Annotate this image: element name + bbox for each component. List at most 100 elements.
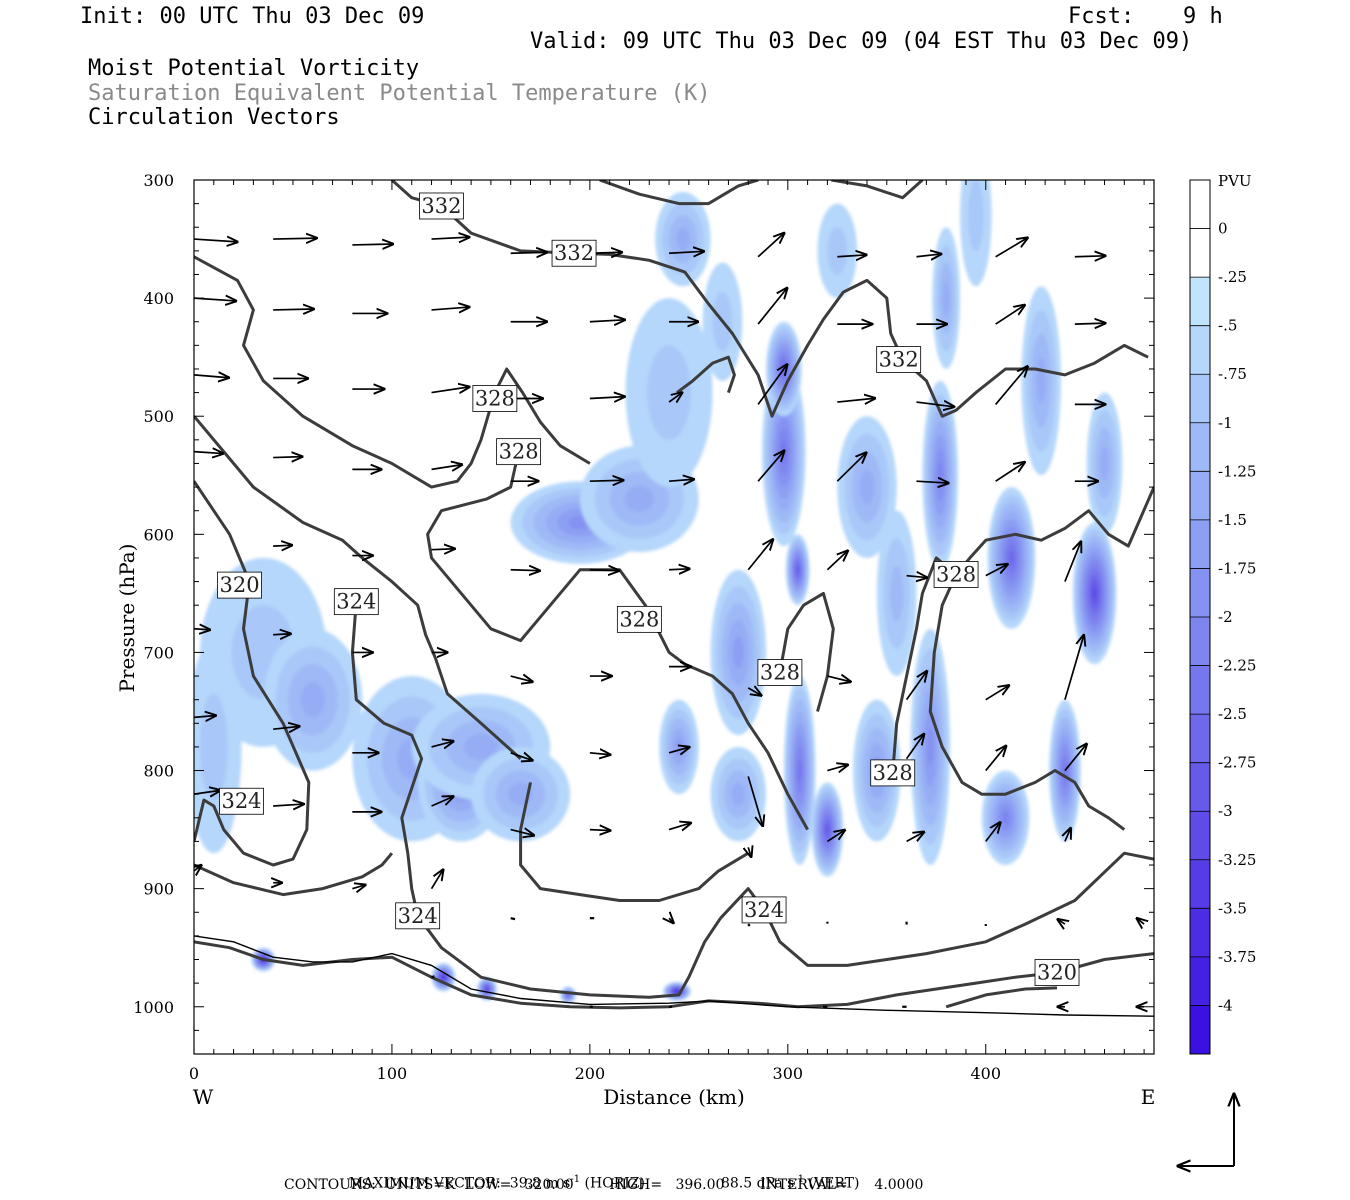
x-tick-label: 100: [377, 1064, 408, 1083]
pv-anomaly: [659, 699, 699, 795]
theta-es-contour-328: [194, 255, 591, 489]
pv-level-band: [825, 824, 830, 835]
pv-level-band: [797, 758, 802, 783]
circulation-vector: [757, 288, 787, 325]
circulation-vector: [589, 320, 625, 322]
circulation-vector: [352, 244, 393, 245]
max-vert-exp: -1: [794, 1174, 805, 1185]
contour-label: 328: [870, 759, 916, 787]
colorbar-segment: [1190, 568, 1210, 618]
colorbar-segment: [1190, 422, 1210, 472]
pv-level-band: [1008, 550, 1015, 566]
colorbar-segment: [1190, 811, 1210, 861]
circulation-vector: [589, 397, 625, 399]
y-tick-label: 600: [143, 525, 174, 544]
circulation-vector: [1065, 828, 1071, 842]
theta-es-contour-332: [599, 180, 759, 206]
x-tick-label: 400: [970, 1064, 1001, 1083]
contour-label-box: [757, 659, 803, 686]
contour-label: 328: [472, 385, 518, 412]
colorbar-segment: [1190, 617, 1210, 667]
circulation-vector: [273, 726, 299, 729]
y-tick-label: 400: [143, 289, 174, 308]
contour-labels: 332 332 332 328 328 328 328 328 328 320 324 324 324 3…: [217, 192, 1080, 986]
contour-label-text: 332: [879, 348, 919, 372]
colorbar-segment: [1190, 471, 1210, 521]
contour-label: 328: [757, 659, 803, 686]
colorbar-label: -2: [1218, 608, 1233, 626]
contour-label: 324: [219, 787, 264, 815]
circulation-vector: [669, 569, 689, 570]
contour-label-text: 328: [873, 761, 913, 785]
circulation-vector: [510, 252, 547, 253]
contour-label: 332: [876, 346, 922, 373]
contour-label-box: [217, 571, 262, 599]
circulation-vector: [827, 765, 847, 771]
max-vert-value: 88.5: [720, 1175, 753, 1192]
contour-label-text: 328: [475, 387, 515, 411]
pv-level-band: [442, 976, 445, 979]
circulation-vector: [748, 847, 751, 857]
x-tick-label: 200: [575, 1064, 606, 1083]
pv-anomaly: [783, 676, 816, 866]
contour-label-box: [496, 438, 542, 466]
pv-level-band: [486, 988, 488, 991]
colorbar-label: -3.25: [1218, 851, 1256, 869]
pv-anomaly: [876, 510, 917, 677]
pv-anomaly: [811, 782, 844, 877]
contour-label-box: [333, 588, 379, 616]
y-tick-label: 1000: [133, 998, 174, 1017]
pv-level-band: [827, 227, 848, 275]
theta-es-contour-328: [194, 415, 522, 760]
circulation-vector: [906, 832, 924, 843]
pv-level-band: [937, 461, 943, 489]
circulation-vector: [431, 975, 435, 979]
contour-label: 324: [395, 902, 441, 930]
pv-anomaly: [710, 569, 767, 736]
contour-label-box: [870, 759, 916, 787]
max-horiz-units: m s: [545, 1175, 571, 1192]
circulation-vector: [431, 741, 454, 747]
pv-anomaly: [987, 487, 1036, 629]
circulation-vector: [273, 545, 292, 546]
pv-level-band: [463, 733, 499, 761]
circulation-vector: [273, 634, 290, 635]
colorbar-label: 0: [1218, 220, 1228, 238]
pv-level-band: [942, 280, 950, 316]
pv-level-band: [567, 994, 569, 996]
x-axis-label: Distance (km): [603, 1085, 745, 1109]
pv-anomaly: [477, 977, 497, 1001]
circulation-vector: [1074, 323, 1105, 324]
colorbar-segment: [1190, 665, 1210, 715]
circulation-vector: [668, 479, 694, 481]
pv-anomaly: [471, 746, 571, 842]
x-west-label: W: [193, 1085, 214, 1109]
init-label: Init: 00 UTC Thu 03 Dec 09: [80, 4, 425, 29]
colorbar-label: -.75: [1218, 365, 1247, 383]
y-axis-label: Pressure (hPa): [115, 544, 139, 693]
circulation-vector: [273, 309, 314, 310]
pv-level-band: [927, 727, 934, 767]
x-tick-label: 0: [189, 1064, 199, 1083]
contour-label-text: 320: [1037, 961, 1077, 985]
field-title-vectors: Circulation Vectors: [88, 105, 340, 130]
colorbar-label: -2.25: [1218, 657, 1256, 675]
colorbar-units: PVU: [1218, 172, 1252, 190]
pv-level-band: [676, 227, 690, 251]
colorbar-segment: [1190, 519, 1210, 569]
circulation-vector: [273, 238, 317, 239]
contour-label-box: [472, 385, 518, 412]
pv-anomaly: [922, 380, 959, 570]
circulation-vector: [757, 365, 787, 405]
circulation-vector: [985, 746, 1006, 772]
circulation-vector: [747, 539, 773, 571]
contour-label: 320: [1034, 959, 1080, 986]
contour-label-box: [1034, 959, 1080, 986]
max-vert-tag: (VERT): [808, 1175, 860, 1192]
circulation-vector: [510, 570, 540, 571]
pv-level-band: [796, 566, 799, 574]
pv-level-band: [647, 345, 691, 440]
colorbar-label: -3: [1218, 802, 1233, 820]
pv-level-band: [1100, 445, 1110, 482]
circulation-vector: [589, 830, 610, 831]
